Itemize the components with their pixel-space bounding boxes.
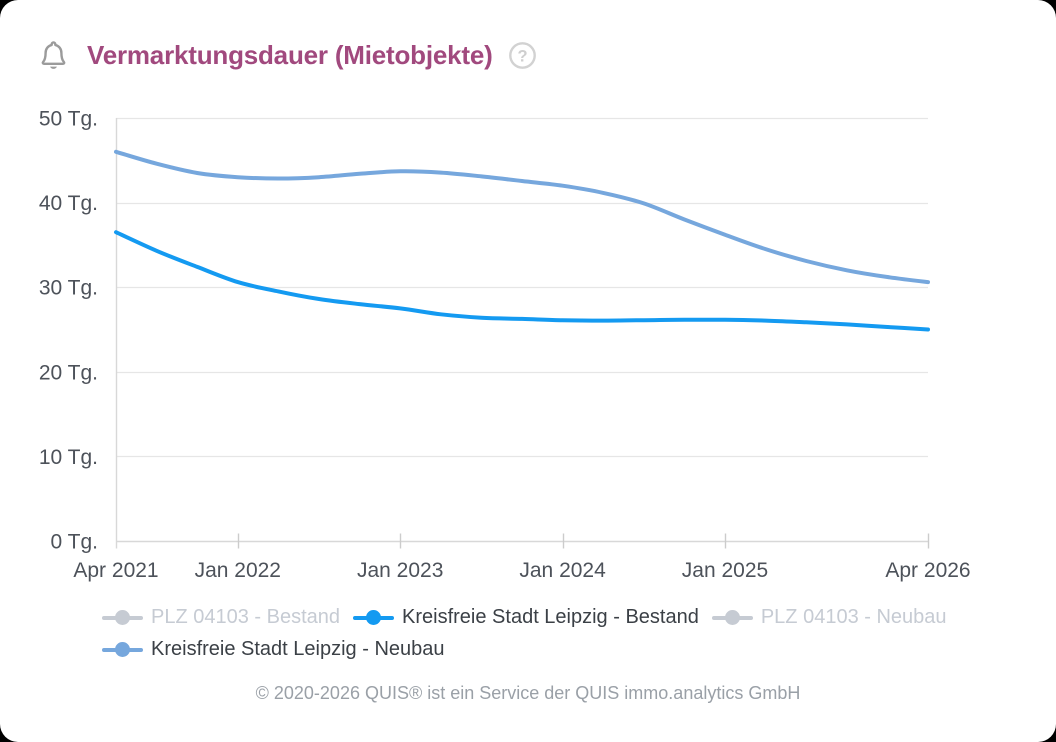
legend-marker [102, 642, 143, 657]
help-icon[interactable]: ? [508, 41, 536, 69]
x-axis-label: Apr 2026 [885, 559, 970, 582]
x-axis-label: Jan 2023 [357, 559, 443, 582]
y-axis-label: 40 Tg. [39, 192, 98, 215]
legend-label: PLZ 04103 - Neubau [760, 606, 947, 628]
chart-legend: PLZ 04103 - Bestand Kreisfreie Stadt Leip… [102, 603, 1028, 664]
bell-icon [41, 41, 66, 69]
legend-label: PLZ 04103 - Bestand [151, 606, 341, 628]
legend-item-plz-04103-neubau[interactable]: PLZ 04103 - Neubau [711, 603, 947, 632]
y-axis-label: 30 Tg. [39, 277, 98, 300]
y-axis-label: 10 Tg. [39, 446, 98, 469]
copyright-footer: © 2020-2026 QUIS® ist ein Service der QU… [255, 683, 801, 703]
legend-item-kreisfreie-stadt-leipzig-neubau[interactable]: Kreisfreie Stadt Leipzig - Neubau [102, 635, 445, 664]
series-line-kreisfreie-stadt-leipzig-neubau [114, 149, 930, 285]
x-axis-label: Apr 2021 [73, 559, 158, 582]
chart-header: Vermarktungsdauer (Mietobjekte) ? [41, 40, 536, 70]
legend-label: Kreisfreie Stadt Leipzig - Bestand [402, 606, 699, 628]
series-line-kreisfreie-stadt-leipzig-bestand [114, 230, 930, 332]
legend-marker [353, 610, 395, 625]
y-axis-label: 0 Tg. [51, 531, 98, 554]
line-chart: 0 Tg. 10 Tg. 20 Tg. 30 Tg. 40 Tg. 50 Tg. Apr 2… [39, 108, 971, 583]
legend-item-kreisfreie-stadt-leipzig-bestand[interactable]: Kreisfreie Stadt Leipzig - Bestand [353, 603, 699, 632]
y-axis-label: 20 Tg. [39, 361, 98, 384]
x-axis-label: Jan 2024 [519, 559, 606, 582]
svg-text:?: ? [517, 47, 527, 65]
x-axis-label: Jan 2022 [195, 559, 281, 582]
legend-marker [102, 610, 143, 625]
legend-marker [711, 610, 753, 625]
page-title: Vermarktungsdauer (Mietobjekte) [87, 39, 493, 70]
legend-item-plz-04103-bestand[interactable]: PLZ 04103 - Bestand [102, 603, 340, 632]
x-axis-label: Jan 2025 [682, 559, 768, 582]
legend-label: Kreisfreie Stadt Leipzig - Neubau [151, 638, 445, 660]
y-axis-label: 50 Tg. [39, 108, 98, 131]
